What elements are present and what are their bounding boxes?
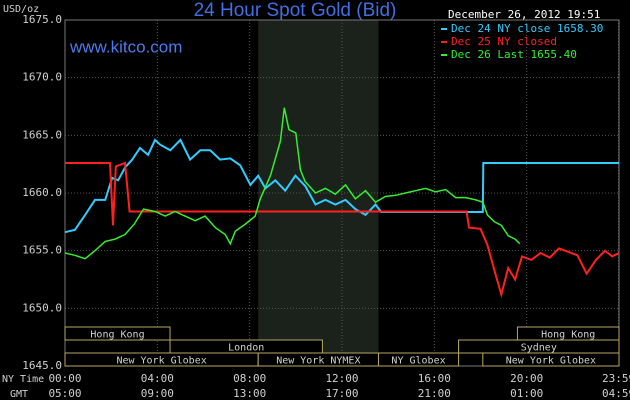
- source: www.kitco.com: [69, 37, 182, 56]
- x2-tick-label: 17:00: [325, 387, 358, 400]
- session-label: Sydney: [521, 343, 557, 354]
- y-tick-label: 1675.0: [22, 13, 62, 26]
- y-tick-label: 1670.0: [22, 71, 62, 84]
- legend-label: Dec 25 NY closed: [451, 35, 557, 48]
- y-tick-label: 1650.0: [22, 301, 62, 314]
- timestamp: December 26, 2012 19:51: [448, 8, 600, 21]
- session-shade: [258, 20, 379, 366]
- chart-title: 24 Hour Spot Gold (Bid): [194, 0, 397, 21]
- legend-label: Dec 24 NY close 1658.30: [451, 22, 603, 35]
- y-tick-label: 1660.0: [22, 186, 62, 199]
- y-axis-label: USD/oz: [3, 4, 39, 15]
- x-tick-label: 08:00: [233, 372, 266, 385]
- x2-tick-label: 05:00: [48, 387, 81, 400]
- session-label: Hong Kong: [541, 330, 595, 341]
- x-tick-label: 12:00: [325, 372, 358, 385]
- session-label: New York NYMEX: [276, 356, 360, 367]
- x2-axis-label: GMT: [10, 389, 28, 400]
- x-tick-label: 04:00: [141, 372, 174, 385]
- y-tick-label: 1655.0: [22, 244, 62, 257]
- session-label: New York Globex: [116, 356, 206, 367]
- x2-tick-label: 13:00: [233, 387, 266, 400]
- session-box: [482, 352, 620, 367]
- y-tick-label: 1665.0: [22, 128, 62, 141]
- legend-label: Dec 26 Last 1655.40: [451, 48, 577, 61]
- x-axis-label: NY Time: [2, 374, 44, 385]
- x2-tick-label: 21:00: [418, 387, 451, 400]
- session-label: Hong Kong: [90, 330, 144, 341]
- session-label: London: [228, 343, 264, 354]
- x-tick-label: 20:00: [510, 372, 543, 385]
- session-box: [64, 326, 171, 341]
- session-label: New York Globex: [506, 356, 596, 367]
- x-tick-label: 00:00: [48, 372, 81, 385]
- price-line: [64, 138, 619, 234]
- x-tick-label: 23:59: [602, 372, 630, 385]
- session-label: NY Globex: [391, 356, 445, 367]
- y-tick-label: 1645.0: [22, 359, 62, 372]
- price-line: [65, 161, 620, 299]
- session-box: [377, 352, 460, 367]
- x2-tick-label: 01:00: [510, 387, 543, 400]
- x2-tick-label: 04:59: [602, 387, 630, 400]
- x-tick-label: 16:00: [418, 372, 451, 385]
- x2-tick-label: 09:00: [141, 387, 174, 400]
- price-line: [64, 107, 521, 260]
